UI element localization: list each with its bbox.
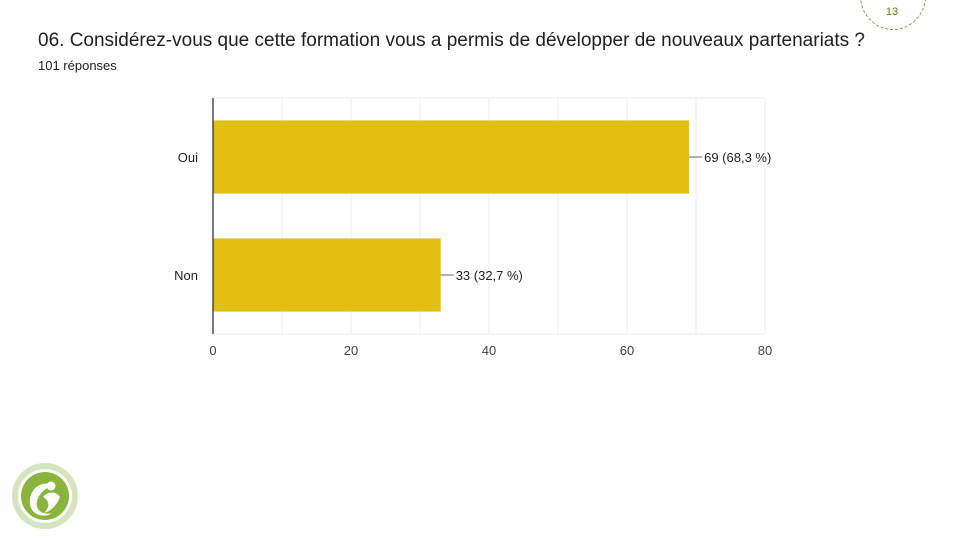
data-label: 33 (32,7 %) xyxy=(456,268,523,283)
category-label: Non xyxy=(174,268,198,283)
x-tick-label: 80 xyxy=(758,343,772,358)
bars xyxy=(213,120,690,312)
chart-title: 06. Considérez-vous que cette formation … xyxy=(38,30,865,51)
page-number: 13 xyxy=(885,6,899,18)
category-label: Oui xyxy=(178,150,198,165)
bar-non xyxy=(213,238,441,312)
response-count: 101 réponses xyxy=(38,58,117,73)
leaf-figure-logo-icon xyxy=(12,463,78,529)
x-tick-label: 0 xyxy=(209,343,216,358)
x-tick-label: 20 xyxy=(344,343,358,358)
x-tick-label: 60 xyxy=(620,343,634,358)
axes: 0 20 40 60 80 Oui 69 (68,3 %) Non 33 (32,7 %) xyxy=(174,98,772,358)
bar-oui xyxy=(213,120,690,194)
x-tick-label: 40 xyxy=(482,343,496,358)
data-label: 69 (68,3 %) xyxy=(704,150,771,165)
